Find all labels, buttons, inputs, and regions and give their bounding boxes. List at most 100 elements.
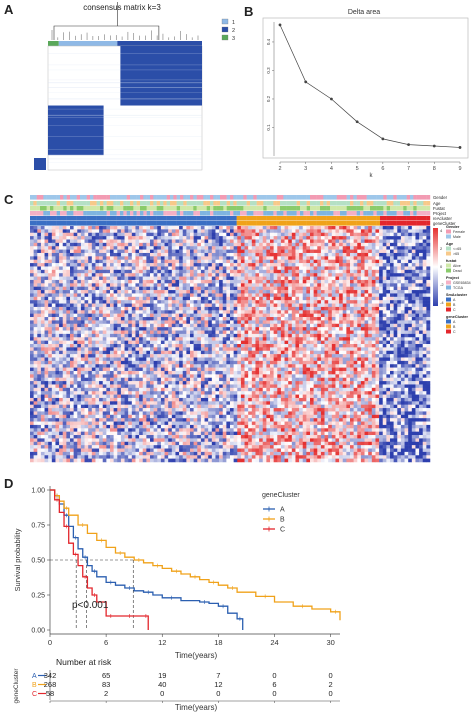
annotation-cell	[86, 211, 91, 216]
heatmap-cell	[299, 236, 303, 240]
heatmap-cell	[386, 249, 391, 254]
heatmap-cell	[226, 246, 231, 250]
heatmap-cell	[404, 249, 409, 254]
annotation-cell	[386, 211, 391, 216]
heatmap-cell	[106, 273, 111, 277]
annotation-cell	[160, 211, 164, 216]
heatmap-cell	[360, 340, 365, 345]
heatmap-cell	[77, 330, 82, 335]
heatmap-cell	[88, 320, 93, 325]
heatmap-cell	[317, 256, 322, 260]
heatmap-cell	[51, 236, 56, 240]
heatmap-cell	[320, 350, 325, 355]
heatmap-cell	[80, 249, 85, 254]
heatmap-cell	[360, 320, 365, 325]
heatmap-cell	[273, 226, 278, 230]
heatmap-cell	[211, 337, 216, 341]
heatmap-cell	[55, 333, 60, 338]
heatmap-cell	[51, 259, 56, 264]
heatmap-cell	[408, 263, 413, 267]
heatmap-cell	[280, 266, 285, 271]
heatmap-cell	[320, 310, 325, 314]
heatmap-cell	[346, 269, 351, 274]
heatmap-cell	[422, 259, 427, 264]
heatmap-cell	[310, 236, 314, 240]
heatmap-cell	[346, 242, 351, 247]
heatmap-cell	[411, 236, 416, 240]
heatmap-cell	[270, 236, 274, 240]
heatmap-cell	[339, 306, 343, 311]
heatmap-cell	[168, 236, 173, 240]
annotation-cell	[163, 211, 167, 216]
annotation-cell	[136, 206, 141, 211]
heatmap-cell	[193, 350, 198, 355]
heatmap-cell	[168, 323, 173, 328]
heatmap-cell	[160, 273, 165, 277]
heatmap-cell	[331, 256, 336, 260]
annotation-cell	[143, 211, 147, 216]
heatmap-cell	[30, 266, 34, 271]
heatmap-cell	[328, 323, 333, 328]
heatmap-cell	[219, 320, 223, 325]
heatmap-cell	[164, 317, 169, 321]
heatmap-cell	[37, 320, 42, 325]
heatmap-cell	[48, 347, 53, 351]
heatmap-cell	[277, 256, 282, 260]
heatmap-cell	[95, 310, 100, 314]
heatmap-cell	[171, 236, 176, 240]
heatmap-cell	[379, 313, 383, 318]
heatmap-cell	[400, 283, 405, 287]
heatmap-cell	[320, 273, 325, 277]
heatmap-cell	[226, 340, 231, 345]
heatmap-cell	[30, 276, 34, 281]
heatmap-cell	[368, 337, 373, 341]
heatmap-cell	[204, 313, 209, 318]
heatmap-cell	[113, 320, 118, 325]
heatmap-cell	[230, 347, 234, 351]
heatmap-cell	[197, 310, 202, 314]
heatmap-cell	[135, 290, 140, 294]
heatmap-cell	[284, 344, 289, 348]
heatmap-cell	[259, 317, 263, 321]
heatmap-cell	[88, 347, 93, 351]
annotation-cell	[423, 195, 427, 200]
heatmap-cell	[153, 232, 158, 237]
heatmap-cell	[193, 266, 198, 271]
heatmap-cell	[244, 327, 249, 331]
annotation-row-label: Project	[433, 211, 447, 216]
annotation-cell	[306, 211, 311, 216]
heatmap-cell	[175, 226, 180, 230]
heatmap-cell	[335, 242, 340, 247]
heatmap-cell	[248, 276, 253, 281]
heatmap-cell	[164, 263, 169, 267]
heatmap-cell	[146, 300, 151, 304]
heatmap-cell	[426, 293, 431, 298]
heatmap-cell	[55, 276, 60, 281]
heatmap-cell	[66, 256, 71, 260]
heatmap-cell	[397, 286, 402, 291]
annotation-cell	[280, 216, 284, 221]
heatmap-cell	[44, 283, 49, 287]
heatmap-cell	[215, 330, 220, 335]
heatmap-cell	[168, 320, 173, 325]
heatmap-cell	[375, 296, 380, 301]
heatmap-cell	[48, 327, 53, 331]
heatmap-cell	[142, 226, 147, 230]
heatmap-cell	[382, 273, 387, 277]
heatmap-cell	[222, 330, 227, 335]
heatmap-cell	[233, 293, 238, 298]
heatmap-cell	[310, 263, 314, 267]
annotation-cell	[140, 221, 144, 226]
heatmap-cell	[226, 347, 231, 351]
heatmap-cell	[371, 310, 376, 314]
heatmap-cell	[284, 313, 289, 318]
annotation-cell	[76, 206, 81, 211]
heatmap-cell	[368, 333, 373, 338]
heatmap-cell	[40, 310, 45, 314]
heatmap-cell	[204, 266, 209, 271]
annotation-cell	[410, 206, 414, 211]
annotation-cell	[323, 195, 327, 200]
heatmap-cell	[346, 330, 351, 335]
heatmap-cell	[208, 303, 213, 308]
heatmap-cell	[422, 236, 427, 240]
